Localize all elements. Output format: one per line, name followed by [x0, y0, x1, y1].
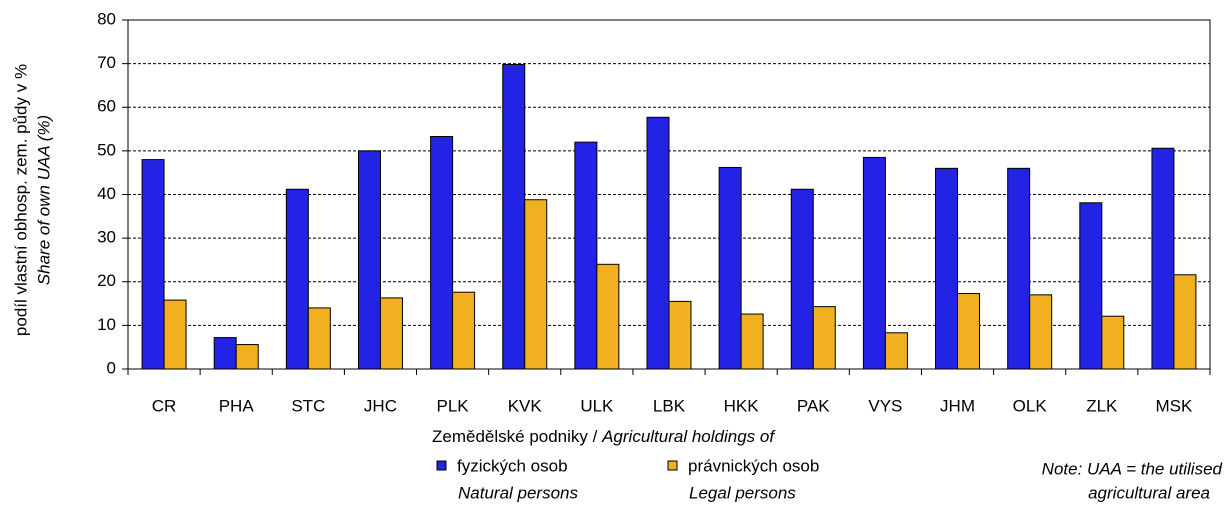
- bar: [141, 159, 165, 370]
- y-tick-label: 30: [97, 228, 116, 247]
- x-tick-label: JHM: [940, 396, 975, 415]
- y-tick-label: 10: [97, 315, 116, 334]
- y-tick-label: 0: [107, 358, 116, 377]
- x-tick-label: JHC: [364, 396, 397, 415]
- x-tick-label: CR: [152, 396, 177, 415]
- bar: [357, 150, 381, 370]
- bar: [1151, 147, 1175, 370]
- bar: [379, 297, 403, 370]
- bar: [957, 293, 981, 370]
- bar: [163, 299, 187, 370]
- bar: [235, 344, 259, 370]
- x-tick-label: PAK: [797, 396, 830, 415]
- bar: [790, 188, 814, 370]
- x-tick-label: ULK: [580, 396, 614, 415]
- bar: [1029, 294, 1053, 370]
- bar: [596, 263, 620, 370]
- bar: [1079, 202, 1103, 370]
- x-axis-label-part: Agricultural holdings of: [601, 427, 776, 446]
- y-tick-label: 40: [97, 184, 116, 203]
- x-tick-label: VYS: [868, 396, 902, 415]
- bar: [213, 337, 237, 370]
- x-tick-label: LBK: [653, 396, 686, 415]
- y-axis-label: Share of own UAA (%): [34, 115, 53, 285]
- bar: [1173, 274, 1197, 370]
- legend-label: Natural persons: [458, 483, 579, 502]
- bar: [812, 306, 836, 370]
- plot-frame: [127, 19, 1211, 370]
- y-tick-label: 80: [97, 9, 116, 28]
- x-tick-label: PLK: [437, 396, 470, 415]
- legend-swatch: [667, 460, 678, 471]
- x-axis-label: Zemědělské podniky / Agricultural holdin…: [432, 427, 776, 446]
- note: agricultural area: [1088, 483, 1210, 502]
- bar: [285, 188, 309, 370]
- x-tick-label: OLK: [1013, 396, 1048, 415]
- bar: [668, 300, 692, 370]
- legend-label: fyzických osob: [457, 456, 568, 475]
- bar: [646, 116, 670, 370]
- y-axis-label: podíl vlastní obhosp. zem. půdy v %: [11, 64, 30, 336]
- bar: [935, 167, 959, 370]
- bar: [884, 332, 908, 370]
- y-tick-label: 70: [97, 53, 116, 72]
- bar: [1007, 167, 1031, 370]
- x-tick-label: KVK: [508, 396, 543, 415]
- bar: [307, 307, 331, 370]
- x-axis-label-part: Zemědělské podniky /: [432, 427, 602, 446]
- y-tick-label: 50: [97, 140, 116, 159]
- x-tick-label: HKK: [724, 396, 760, 415]
- bar: [452, 291, 476, 370]
- bar: [718, 166, 742, 370]
- legend-label: Legal persons: [689, 483, 796, 502]
- x-tick-label: ZLK: [1086, 396, 1118, 415]
- bar: [502, 63, 526, 370]
- bar: [862, 156, 886, 370]
- x-tick-label: MSK: [1156, 396, 1194, 415]
- bar: [1101, 315, 1125, 370]
- bar: [574, 141, 598, 370]
- legend-swatch: [436, 460, 447, 471]
- legend-label: právnických osob: [688, 456, 819, 475]
- x-tick-label: PHA: [219, 396, 255, 415]
- y-tick-label: 60: [97, 97, 116, 116]
- bar: [430, 135, 454, 370]
- note: Note: UAA = the utilised: [1042, 459, 1223, 478]
- y-tick-label: 20: [97, 271, 116, 290]
- bar: [524, 199, 548, 370]
- x-tick-label: STC: [291, 396, 325, 415]
- bar: [740, 313, 764, 370]
